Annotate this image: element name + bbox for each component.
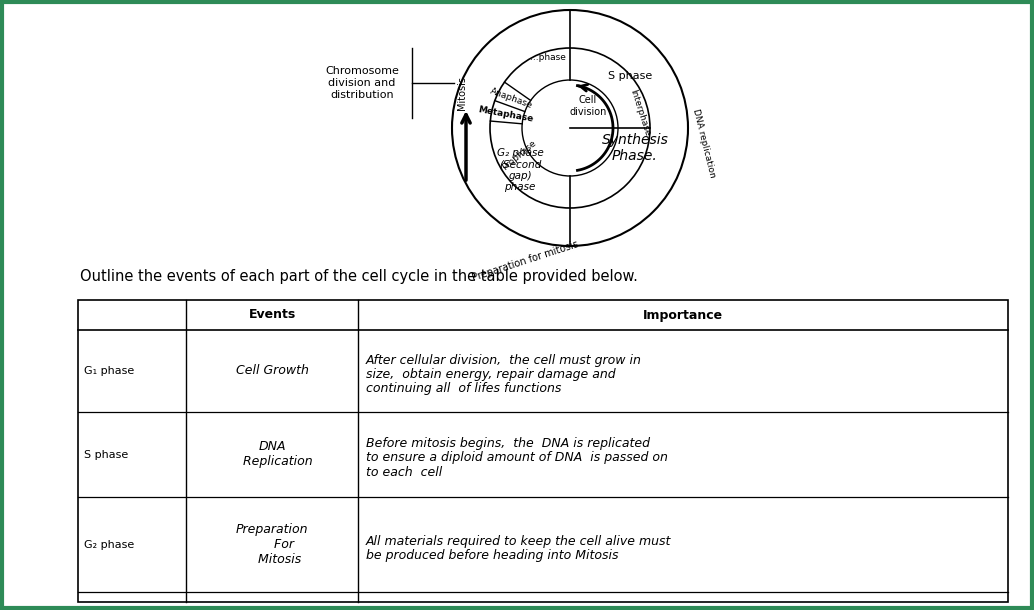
Text: After cellular division,  the cell must grow in: After cellular division, the cell must g… bbox=[366, 354, 642, 367]
Text: Events: Events bbox=[248, 309, 296, 321]
Text: Chromosome
division and
distribution: Chromosome division and distribution bbox=[325, 66, 399, 99]
Text: Outline the events of each part of the cell cycle in the table provided below.: Outline the events of each part of the c… bbox=[80, 269, 638, 284]
Text: Interphase: Interphase bbox=[629, 88, 651, 137]
Text: G₂ phase: G₂ phase bbox=[84, 539, 134, 550]
Text: to each  cell: to each cell bbox=[366, 465, 443, 478]
Text: Cell Growth: Cell Growth bbox=[236, 365, 308, 378]
Text: ...phase: ...phase bbox=[530, 54, 566, 62]
Text: G₂ phase
(Second
gap)
phase: G₂ phase (Second gap) phase bbox=[496, 148, 544, 192]
Text: G₁ phase: G₁ phase bbox=[84, 366, 134, 376]
Text: Preparation
      For
    Mitosis: Preparation For Mitosis bbox=[236, 523, 308, 566]
Text: S phase: S phase bbox=[608, 71, 652, 81]
Text: All materials required to keep the cell alive must: All materials required to keep the cell … bbox=[366, 534, 671, 548]
Text: Cell
division: Cell division bbox=[570, 95, 607, 117]
Text: Before mitosis begins,  the  DNA is replicated: Before mitosis begins, the DNA is replic… bbox=[366, 437, 650, 451]
Text: Metaphase: Metaphase bbox=[477, 105, 534, 123]
Text: S phase: S phase bbox=[84, 450, 128, 459]
Text: Mitosis: Mitosis bbox=[457, 76, 467, 110]
Text: Prophase: Prophase bbox=[500, 138, 539, 172]
Text: size,  obtain energy, repair damage and: size, obtain energy, repair damage and bbox=[366, 368, 615, 381]
Text: Synthesis
Phase.: Synthesis Phase. bbox=[602, 133, 668, 163]
Text: Importance: Importance bbox=[643, 309, 723, 321]
Text: DNA replication: DNA replication bbox=[691, 107, 717, 178]
Text: to ensure a diploid amount of DNA  is passed on: to ensure a diploid amount of DNA is pas… bbox=[366, 451, 668, 464]
Text: Preparation for mitosis: Preparation for mitosis bbox=[470, 239, 579, 283]
Text: DNA
   Replication: DNA Replication bbox=[232, 440, 313, 468]
Text: continuing all  of lifes functions: continuing all of lifes functions bbox=[366, 382, 561, 395]
Text: be produced before heading into Mitosis: be produced before heading into Mitosis bbox=[366, 548, 618, 561]
Bar bbox=[78, 300, 1008, 602]
Text: Anaphase: Anaphase bbox=[489, 87, 534, 110]
